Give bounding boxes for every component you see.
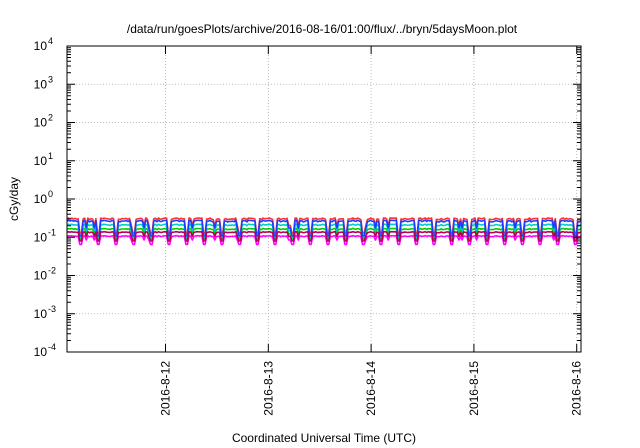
series-group	[66, 217, 582, 246]
x-tick-label: 2016-8-15	[467, 361, 481, 416]
y-tick-exponent: -3	[48, 304, 56, 314]
y-tick-label: 100	[34, 189, 53, 206]
series-line	[66, 234, 582, 246]
y-tick-label: 101	[34, 151, 53, 168]
x-axis-label: Coordinated Universal Time (UTC)	[232, 431, 416, 445]
y-tick-exponent: -4	[48, 342, 56, 352]
x-axis: 2016-8-12 2016-8-13 2016-8-14 2016-8-15 2016…	[159, 46, 584, 416]
y-tick-label: 10-4	[34, 342, 56, 359]
y-tick-exponent: 3	[48, 74, 53, 84]
y-tick-exponent: 4	[48, 36, 53, 46]
y-axis-label: cGy/day	[7, 177, 21, 221]
y-tick-label: 10-3	[34, 304, 56, 321]
x-tick-label: 2016-8-16	[570, 361, 584, 416]
y-tick-exponent: 0	[48, 189, 53, 199]
y-tick-label: 102	[34, 113, 53, 130]
y-tick-exponent: -2	[48, 266, 56, 276]
grid	[67, 46, 581, 352]
plot-frame	[66, 45, 582, 353]
x-tick-label: 2016-8-14	[364, 361, 378, 416]
x-tick-label: 2016-8-12	[159, 361, 173, 416]
chart-title: /data/run/goesPlots/archive/2016-08-16/0…	[127, 22, 518, 36]
x-tick-label: 2016-8-13	[261, 361, 275, 416]
series-line	[66, 230, 582, 242]
y-tick-exponent: 1	[48, 151, 53, 161]
y-tick-label: 10-2	[34, 266, 56, 283]
y-tick-label: 103	[34, 74, 53, 91]
y-tick-label: 10-1	[34, 227, 56, 244]
y-tick-label: 104	[34, 36, 53, 53]
series-line	[66, 219, 582, 237]
y-tick-exponent: 2	[48, 113, 53, 123]
y-tick-exponent: -1	[48, 227, 56, 237]
